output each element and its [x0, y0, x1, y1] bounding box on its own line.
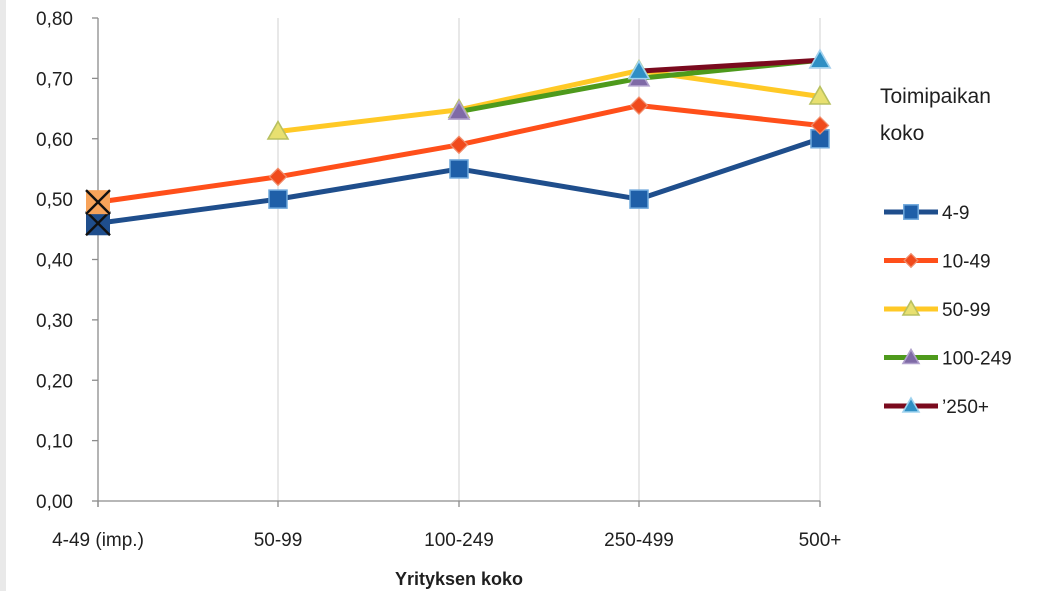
y-tick-label: 0,50	[36, 190, 73, 211]
data-point-4-9-50-99	[268, 189, 288, 209]
data-point-4-9-250-499	[629, 189, 649, 209]
data-point-50-99-50-99	[266, 119, 290, 140]
data-point-10-49-250-499	[629, 96, 649, 115]
legend-swatch-marker	[901, 299, 921, 316]
y-tick-label: 0,20	[36, 371, 73, 392]
legend-swatch-marker	[903, 252, 919, 269]
legend-label: 100-249	[942, 349, 1012, 370]
x-axis-title: Yrityksen koko	[395, 569, 523, 589]
legend-label: 4-9	[942, 203, 969, 224]
legend-title-line-2: koko	[880, 122, 924, 145]
data-point-250-250-499	[627, 59, 651, 80]
legend-swatch-marker	[903, 204, 919, 220]
y-tick-label: 0,10	[36, 432, 73, 453]
data-point-10-49-4-49-imp	[85, 189, 111, 215]
legend-entry-10-49: 10-49	[884, 252, 991, 273]
data-point-10-49-50-99	[268, 167, 288, 187]
left-frame-edge	[0, 0, 6, 591]
legend: Toimipaikan koko 4-9 10-49 50-99 100-249 ’25…	[880, 85, 1012, 418]
y-tick-label: 0,70	[36, 69, 73, 90]
series-line-250	[636, 57, 823, 74]
x-tick-label-100-249: 100-249	[424, 530, 494, 551]
data-point-50-99-500	[808, 84, 832, 105]
x-tick-labels: 4-49 (imp.) 50-99 100-249 250-499 500+	[52, 530, 841, 551]
axes	[92, 17, 821, 507]
data-point-4-9-100-249	[449, 159, 469, 179]
y-tick-label: 0,80	[36, 9, 73, 30]
legend-label: ’250+	[942, 397, 989, 418]
series-markers	[85, 48, 832, 237]
data-point-10-49-500	[810, 116, 830, 135]
legend-entry-250: ’250+	[884, 396, 989, 418]
legend-label: 50-99	[942, 300, 991, 321]
y-tick-label: 0,60	[36, 130, 73, 151]
data-point-250-500	[808, 48, 832, 69]
legend-entry-100-249: 100-249	[884, 347, 1012, 370]
legend-entry-4-9: 4-9	[884, 203, 969, 224]
legend-entry-50-99: 50-99	[884, 299, 991, 321]
y-tick-label: 0,40	[36, 251, 73, 272]
y-tick-label: 0,30	[36, 311, 73, 332]
x-tick-label-250-499: 250-499	[604, 530, 674, 551]
series-line-50-99	[275, 68, 823, 135]
legend-label: 10-49	[942, 252, 991, 273]
x-tick-label-500: 500+	[799, 530, 842, 551]
legend-swatch-marker	[901, 347, 921, 365]
legend-entries: 4-9 10-49 50-99 100-249 ’250+	[884, 203, 1012, 418]
x-tick-label-50-99: 50-99	[254, 530, 303, 551]
y-tick-labels: 0,00 0,10 0,20 0,30 0,40 0,50 0,60 0,70 0,80	[36, 9, 73, 513]
data-point-10-49-100-249	[449, 135, 469, 155]
y-tick-label: 0,00	[36, 492, 73, 513]
x-tick-label-4-49-imp: 4-49 (imp.)	[52, 530, 144, 551]
data-point-100-249-100-249	[447, 99, 471, 120]
legend-title-line-1: Toimipaikan	[880, 85, 991, 108]
data-point-4-9-4-49-imp	[85, 210, 111, 237]
legend-swatch-marker	[901, 396, 921, 413]
